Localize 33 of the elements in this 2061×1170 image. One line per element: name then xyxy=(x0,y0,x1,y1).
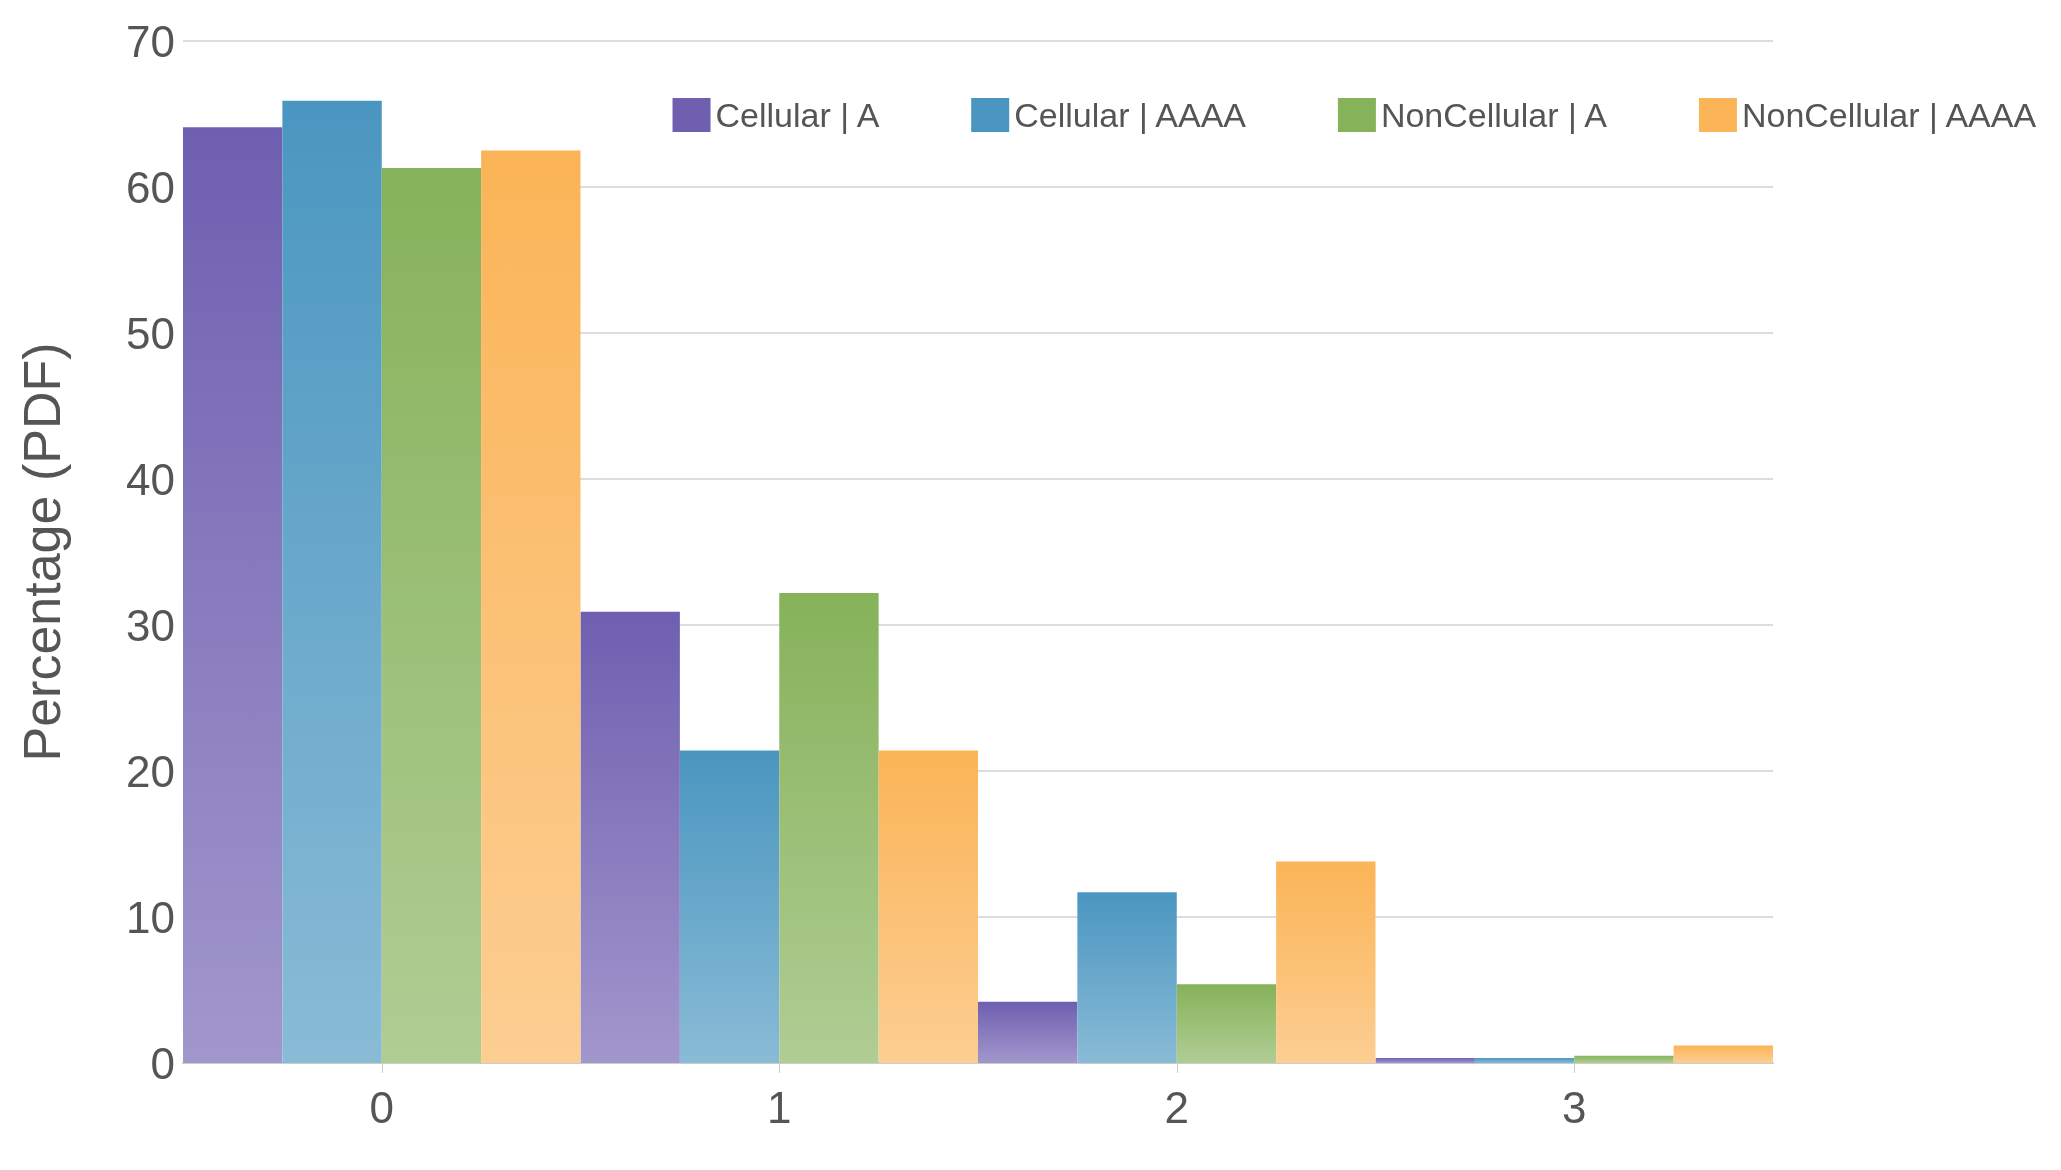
bar xyxy=(381,168,482,1063)
bar xyxy=(978,1001,1078,1063)
legend-label: Cellular | AAAA xyxy=(1014,96,1247,134)
bar xyxy=(1673,1045,1773,1063)
y-tick-label: 60 xyxy=(126,162,175,212)
y-tick-label: 40 xyxy=(126,454,175,504)
y-tick-label: 10 xyxy=(126,892,175,942)
legend-label: NonCellular | A xyxy=(1380,96,1608,134)
x-tick-label: 2 xyxy=(1164,1082,1189,1132)
bar xyxy=(779,592,879,1063)
x-tick-label: 1 xyxy=(767,1082,792,1132)
bar xyxy=(282,100,382,1063)
bar xyxy=(878,750,978,1063)
bar xyxy=(1077,892,1177,1063)
x-tick-label: 3 xyxy=(1562,1082,1587,1132)
bar xyxy=(481,150,581,1063)
bar xyxy=(1176,984,1277,1063)
bar xyxy=(1574,1055,1674,1063)
bar xyxy=(1375,1057,1475,1063)
bar xyxy=(679,750,780,1063)
legend-label: NonCellular | AAAA xyxy=(1741,96,2037,134)
legend-label: Cellular | A xyxy=(715,96,880,134)
y-tick-label: 20 xyxy=(126,746,175,796)
x-tick-label: 0 xyxy=(369,1082,394,1132)
bar xyxy=(183,127,283,1063)
y-tick-label: 70 xyxy=(126,16,175,66)
y-tick-label: 50 xyxy=(126,308,175,358)
y-tick-label: 0 xyxy=(150,1038,175,1088)
y-tick-label: 30 xyxy=(126,600,175,650)
bar xyxy=(1276,861,1376,1063)
y-axis-title: Percentage (PDF) xyxy=(13,342,71,762)
bar xyxy=(1474,1057,1575,1063)
bar xyxy=(580,611,680,1063)
